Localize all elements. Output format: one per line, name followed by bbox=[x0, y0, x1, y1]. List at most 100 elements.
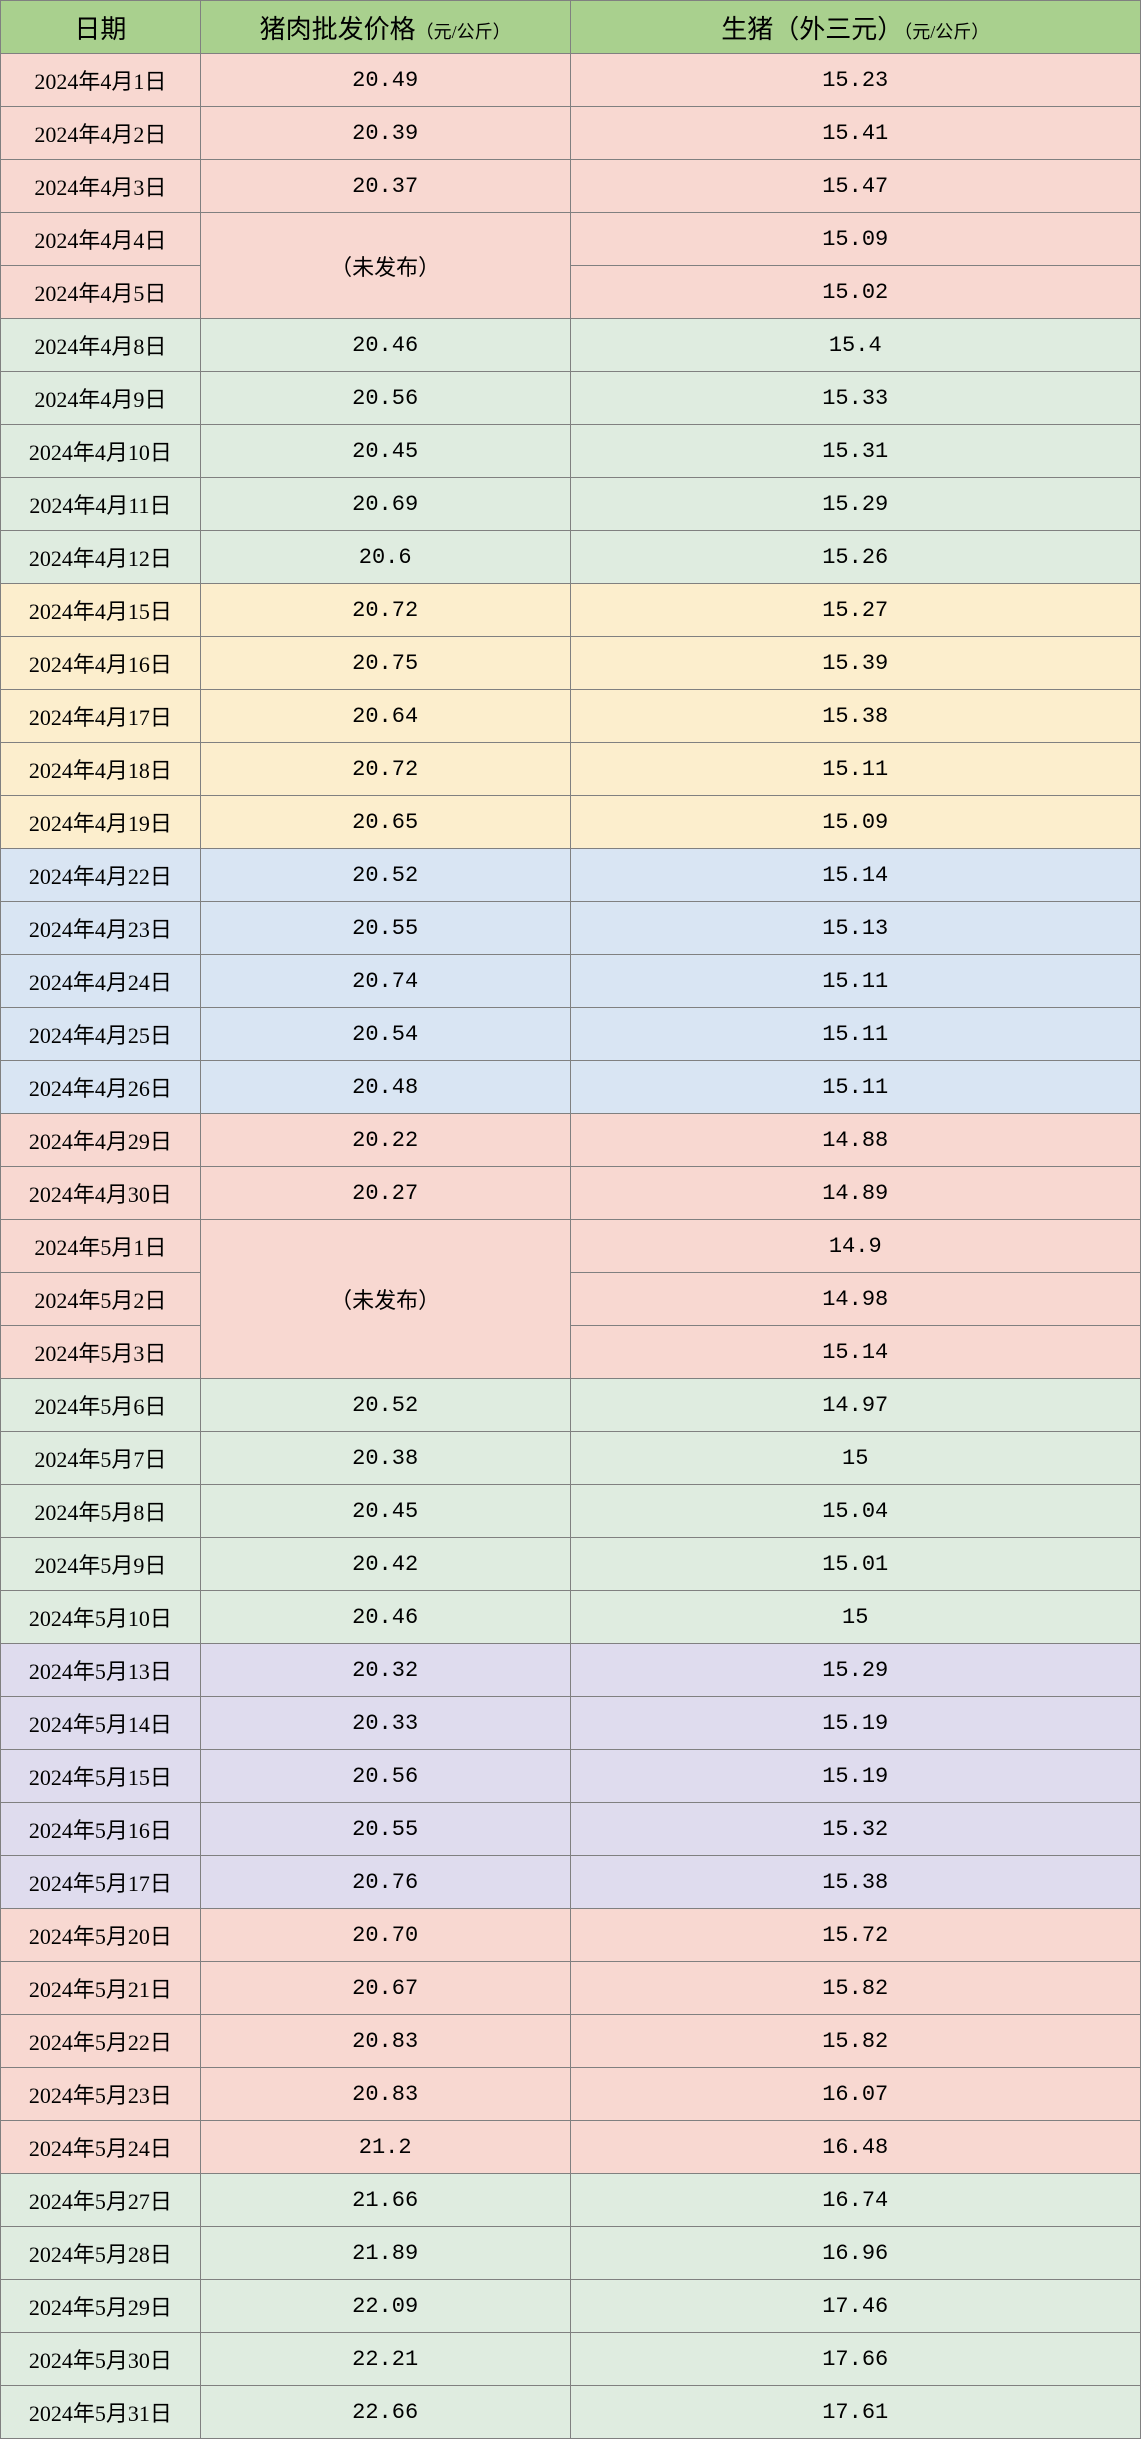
wholesale-price-cell: 20.46 bbox=[200, 319, 570, 372]
date-cell: 2024年4月26日 bbox=[1, 1061, 201, 1114]
date-cell: 2024年4月16日 bbox=[1, 637, 201, 690]
date-cell: 2024年5月7日 bbox=[1, 1432, 201, 1485]
live-pig-price-cell: 14.89 bbox=[570, 1167, 1141, 1220]
live-pig-price-cell: 15.29 bbox=[570, 478, 1141, 531]
live-pig-price-cell: 15.02 bbox=[570, 266, 1141, 319]
date-cell: 2024年4月4日 bbox=[1, 213, 201, 266]
table-row: 2024年4月5日15.02 bbox=[1, 266, 1141, 319]
date-cell: 2024年4月30日 bbox=[1, 1167, 201, 1220]
table-row: 2024年4月23日20.5515.13 bbox=[1, 902, 1141, 955]
wholesale-price-cell: 20.74 bbox=[200, 955, 570, 1008]
live-pig-price-cell: 15 bbox=[570, 1591, 1141, 1644]
table-row: 2024年5月29日22.0917.46 bbox=[1, 2280, 1141, 2333]
live-pig-price-cell: 15.23 bbox=[570, 54, 1141, 107]
date-cell: 2024年5月8日 bbox=[1, 1485, 201, 1538]
table-row: 2024年5月17日20.7615.38 bbox=[1, 1856, 1141, 1909]
table-row: 2024年5月14日20.3315.19 bbox=[1, 1697, 1141, 1750]
date-cell: 2024年4月23日 bbox=[1, 902, 201, 955]
date-cell: 2024年4月2日 bbox=[1, 107, 201, 160]
wholesale-price-cell: 20.70 bbox=[200, 1909, 570, 1962]
date-cell: 2024年5月22日 bbox=[1, 2015, 201, 2068]
wholesale-price-cell: 20.69 bbox=[200, 478, 570, 531]
wholesale-price-cell: 20.72 bbox=[200, 743, 570, 796]
table-row: 2024年5月16日20.5515.32 bbox=[1, 1803, 1141, 1856]
wholesale-price-cell: 20.67 bbox=[200, 1962, 570, 2015]
table-row: 2024年4月19日20.6515.09 bbox=[1, 796, 1141, 849]
live-pig-price-cell: 15.82 bbox=[570, 1962, 1141, 2015]
wholesale-price-cell: 20.45 bbox=[200, 425, 570, 478]
wholesale-price-cell: 20.46 bbox=[200, 1591, 570, 1644]
header-main-0: 日期 bbox=[74, 15, 126, 44]
wholesale-price-cell: 20.22 bbox=[200, 1114, 570, 1167]
not-published-cell: （未发布） bbox=[200, 213, 570, 319]
live-pig-price-cell: 15.29 bbox=[570, 1644, 1141, 1697]
date-cell: 2024年5月15日 bbox=[1, 1750, 201, 1803]
table-row: 2024年4月15日20.7215.27 bbox=[1, 584, 1141, 637]
table-row: 2024年5月27日21.6616.74 bbox=[1, 2174, 1141, 2227]
date-cell: 2024年4月3日 bbox=[1, 160, 201, 213]
date-cell: 2024年5月16日 bbox=[1, 1803, 201, 1856]
header-main-1: 猪肉批发价格 bbox=[260, 15, 416, 44]
date-cell: 2024年4月12日 bbox=[1, 531, 201, 584]
wholesale-price-cell: 20.33 bbox=[200, 1697, 570, 1750]
wholesale-price-cell: 20.48 bbox=[200, 1061, 570, 1114]
wholesale-price-cell: 22.09 bbox=[200, 2280, 570, 2333]
table-row: 2024年5月3日 15.14 bbox=[1, 1326, 1141, 1379]
wholesale-price-cell: 20.49 bbox=[200, 54, 570, 107]
wholesale-price-cell: 20.83 bbox=[200, 2068, 570, 2121]
live-pig-price-cell: 17.46 bbox=[570, 2280, 1141, 2333]
live-pig-price-cell: 15.19 bbox=[570, 1750, 1141, 1803]
date-cell: 2024年5月10日 bbox=[1, 1591, 201, 1644]
table-header: 日期 猪肉批发价格（元/公斤） 生猪（外三元） （元/公斤） bbox=[1, 1, 1141, 54]
header-unit-1: （元/公斤） bbox=[416, 22, 511, 42]
table-row: 2024年4月1日20.4915.23 bbox=[1, 54, 1141, 107]
live-pig-price-cell: 15.72 bbox=[570, 1909, 1141, 1962]
date-cell: 2024年5月6日 bbox=[1, 1379, 201, 1432]
date-cell: 2024年5月1日 bbox=[1, 1220, 201, 1273]
date-cell: 2024年4月9日 bbox=[1, 372, 201, 425]
live-pig-price-cell: 15.14 bbox=[570, 1326, 1141, 1379]
wholesale-price-cell: 20.56 bbox=[200, 372, 570, 425]
table-row: 2024年4月12日20.615.26 bbox=[1, 531, 1141, 584]
live-pig-price-cell: 15.01 bbox=[570, 1538, 1141, 1591]
table-row: 2024年4月30日20.2714.89 bbox=[1, 1167, 1141, 1220]
wholesale-price-cell: 20.42 bbox=[200, 1538, 570, 1591]
table-row: 2024年4月8日20.4615.4 bbox=[1, 319, 1141, 372]
table-row: 2024年5月20日20.7015.72 bbox=[1, 1909, 1141, 1962]
table-row: 2024年5月8日20.4515.04 bbox=[1, 1485, 1141, 1538]
table-row: 2024年5月21日20.6715.82 bbox=[1, 1962, 1141, 2015]
live-pig-price-cell: 15.19 bbox=[570, 1697, 1141, 1750]
live-pig-price-cell: 16.07 bbox=[570, 2068, 1141, 2121]
date-cell: 2024年5月21日 bbox=[1, 1962, 201, 2015]
live-pig-price-cell: 15.11 bbox=[570, 1008, 1141, 1061]
header-main-2: 生猪（外三元） bbox=[721, 15, 903, 44]
wholesale-price-cell: 20.83 bbox=[200, 2015, 570, 2068]
wholesale-price-cell: 20.65 bbox=[200, 796, 570, 849]
wholesale-price-cell: 22.66 bbox=[200, 2386, 570, 2439]
date-cell: 2024年5月28日 bbox=[1, 2227, 201, 2280]
date-cell: 2024年5月3日 bbox=[1, 1326, 201, 1379]
wholesale-price-cell: 20.45 bbox=[200, 1485, 570, 1538]
live-pig-price-cell: 15.82 bbox=[570, 2015, 1141, 2068]
table-row: 2024年5月28日21.8916.96 bbox=[1, 2227, 1141, 2280]
header-cell-1: 猪肉批发价格（元/公斤） bbox=[200, 1, 570, 54]
live-pig-price-cell: 15.39 bbox=[570, 637, 1141, 690]
wholesale-price-cell: 22.21 bbox=[200, 2333, 570, 2386]
wholesale-price-cell: 20.32 bbox=[200, 1644, 570, 1697]
wholesale-price-cell: 20.37 bbox=[200, 160, 570, 213]
wholesale-price-cell: 20.56 bbox=[200, 1750, 570, 1803]
live-pig-price-cell: 15.32 bbox=[570, 1803, 1141, 1856]
live-pig-price-cell: 15 bbox=[570, 1432, 1141, 1485]
table-row: 2024年4月4日（未发布）15.09 bbox=[1, 213, 1141, 266]
header-cell-0: 日期 bbox=[1, 1, 201, 54]
date-cell: 2024年4月8日 bbox=[1, 319, 201, 372]
table-row: 2024年5月1日（未发布）14.9 bbox=[1, 1220, 1141, 1273]
live-pig-price-cell: 15.33 bbox=[570, 372, 1141, 425]
table-row: 2024年4月22日20.5215.14 bbox=[1, 849, 1141, 902]
wholesale-price-cell: 21.2 bbox=[200, 2121, 570, 2174]
date-cell: 2024年5月27日 bbox=[1, 2174, 201, 2227]
wholesale-price-cell: 20.54 bbox=[200, 1008, 570, 1061]
wholesale-price-cell: 20.52 bbox=[200, 1379, 570, 1432]
live-pig-price-cell: 15.31 bbox=[570, 425, 1141, 478]
table-row: 2024年5月30日22.2117.66 bbox=[1, 2333, 1141, 2386]
